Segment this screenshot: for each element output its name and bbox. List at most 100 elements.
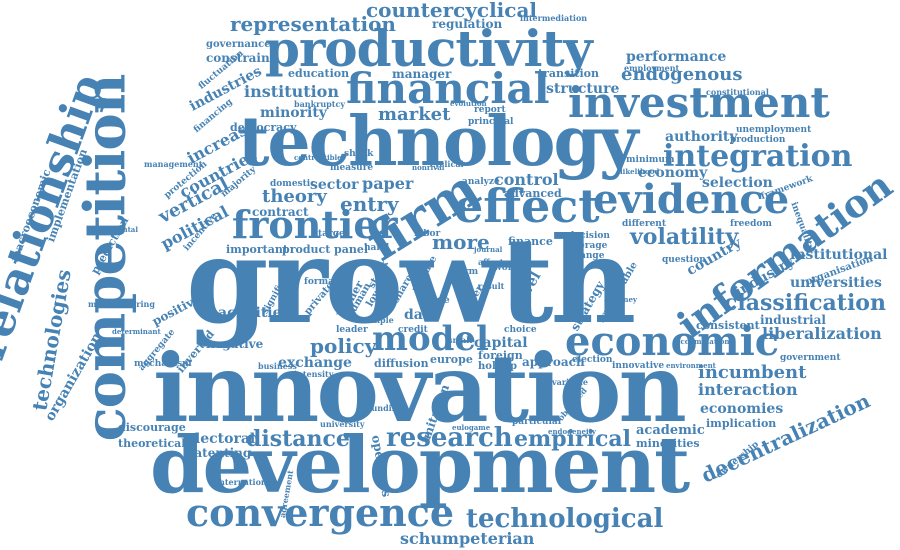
word-contractible: contractible <box>294 153 342 162</box>
word-exchange: exchange <box>278 355 352 371</box>
word-education: education <box>288 67 350 80</box>
word-distance: distance <box>246 426 350 452</box>
word-control: control <box>494 170 559 189</box>
word-implication: implication <box>706 417 777 430</box>
word-attorney: attorney <box>604 295 637 304</box>
word-principal: principal <box>468 117 514 127</box>
word-journal: journal <box>474 245 503 254</box>
word-trade: trade <box>420 295 450 306</box>
word-selection: selection <box>702 175 773 191</box>
word-endogeneity: endogeneity <box>548 427 596 436</box>
word-policy: policy <box>310 334 377 358</box>
word-world: world <box>494 263 523 273</box>
word-performance: performance <box>626 49 727 65</box>
word-manufacturing: manufacturing <box>88 299 155 309</box>
word-effect: effect <box>454 179 600 233</box>
word-employment: employment <box>624 63 680 73</box>
word-growth: growth <box>186 211 636 350</box>
word-economies: economies <box>700 401 784 417</box>
word-affect: affect <box>478 257 504 267</box>
word-electoral: electoral <box>186 431 256 447</box>
word-government: government <box>780 353 841 363</box>
word-term: term <box>454 267 479 277</box>
word-change: change <box>568 251 605 261</box>
word-countercyclical: countercyclical <box>366 0 538 22</box>
word-holdup: holdup <box>478 361 517 372</box>
word-eulogame: eulogame <box>452 423 491 432</box>
word-integration: integration <box>663 139 853 174</box>
word-economic: economic <box>565 318 780 365</box>
word-endogenous: endogenous <box>621 64 743 85</box>
word-transition: transition <box>538 67 599 80</box>
word-activities: activities <box>218 305 290 321</box>
word-management: management <box>144 159 203 169</box>
word-institutional: institutional <box>790 247 888 263</box>
word-nonrival: nonrival <box>412 163 445 172</box>
word-small: small <box>448 335 473 345</box>
word-liberalization: liberalization <box>762 324 882 343</box>
word-contract: contract <box>252 205 309 219</box>
word-fundamental: fundamental <box>88 225 138 234</box>
word-market: market <box>378 104 451 125</box>
word-leader: leader <box>336 325 368 335</box>
word-average: average <box>568 241 608 251</box>
word-authority: authority <box>665 129 738 145</box>
word-development: development <box>150 420 690 511</box>
word-technology: technology <box>238 102 639 182</box>
word-data: data <box>404 307 439 323</box>
word-bankruptcy: bankruptcy <box>294 99 345 109</box>
word-determinant: determinant <box>112 327 161 336</box>
word-negative: negative <box>206 337 264 351</box>
word-important: important <box>226 243 288 256</box>
word-analyze: analyze <box>462 177 500 187</box>
word-different: different <box>622 219 666 229</box>
word-shock: shock <box>344 149 374 159</box>
word-target: target <box>318 229 349 239</box>
word-sector: sector <box>310 177 359 193</box>
word-election: election <box>572 355 613 365</box>
word-minority: minority <box>260 105 327 121</box>
word-business: business <box>258 361 297 371</box>
word-manager: manager <box>392 67 452 81</box>
word-economy: economy <box>638 165 708 181</box>
word-patenting: patenting <box>186 446 252 460</box>
word-choice: choice <box>504 325 537 335</box>
word-theoretical: theoretical <box>118 437 186 450</box>
word-domestic: domestic <box>270 179 316 189</box>
word-regulation: regulation <box>432 17 503 31</box>
word-intermediation: intermediation <box>520 13 588 23</box>
word-governance: governance <box>206 39 271 50</box>
word-result: result <box>478 281 505 291</box>
word-question: question <box>662 255 706 265</box>
word-financial: financial <box>346 64 550 113</box>
word-incumbent: incumbent <box>698 362 807 383</box>
word-evidence: evidence <box>593 176 790 223</box>
word-decision: decision <box>568 231 610 241</box>
word-innovation: innovation <box>153 334 687 444</box>
word-structure: structure <box>546 81 620 97</box>
word-university: university <box>320 419 365 429</box>
word-capital: capital <box>474 335 528 351</box>
word-mechanism: mechanism <box>134 359 192 369</box>
word-measure: measure <box>330 163 374 173</box>
word-minorities: minorities <box>636 437 700 450</box>
word-cyclical: cyclical <box>430 159 464 169</box>
word-formal: formal <box>304 277 338 287</box>
word-entry: entry <box>340 192 399 216</box>
word-classification: classification <box>724 290 886 316</box>
word-technological: technological <box>466 504 664 534</box>
word-likelihood: likelihood <box>620 167 660 176</box>
word-representation: representation <box>230 12 396 36</box>
word-product: product <box>282 243 331 256</box>
word-approach: approach <box>522 355 585 369</box>
word-report: report <box>474 105 506 115</box>
word-freedom: freedom <box>730 219 772 229</box>
word-schumpeterian: schumpeterian <box>400 529 535 548</box>
word-role: role <box>412 283 432 293</box>
word-unemployment: unemployment <box>736 125 812 135</box>
word-advanced: advanced <box>504 187 562 200</box>
word-convergence: convergence <box>186 490 455 535</box>
word-particular: particular <box>512 417 563 427</box>
word-europe: europe <box>430 353 473 366</box>
